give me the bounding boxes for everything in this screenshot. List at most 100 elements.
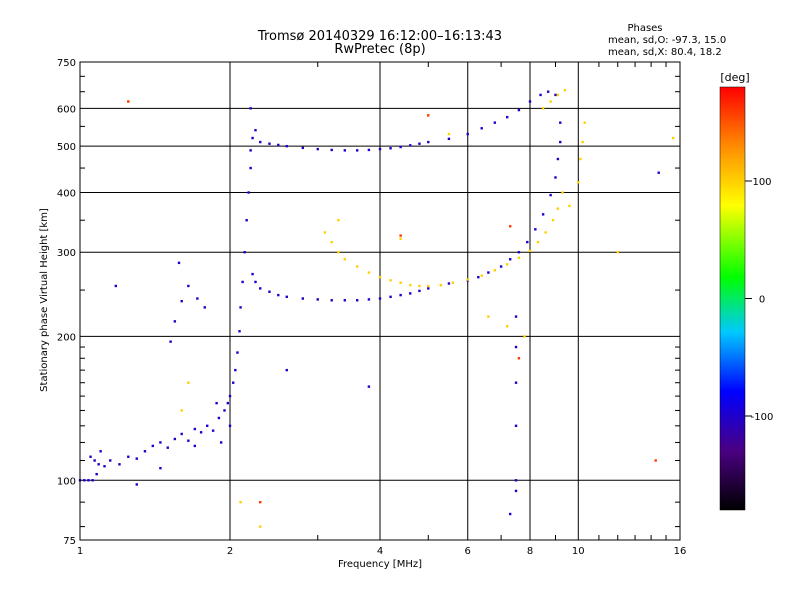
data-point-o-mode [514, 489, 518, 493]
data-point-o-mode [549, 193, 552, 197]
data-point-o-mode [159, 466, 162, 470]
data-point-x-mode [561, 191, 564, 194]
data-point-o-mode [268, 142, 271, 145]
data-point-o-mode [238, 330, 241, 333]
data-point-o-mode [447, 282, 451, 285]
data-point-o-mode [556, 157, 560, 161]
data-point-o-mode [539, 93, 542, 97]
data-point-o-mode [508, 258, 512, 261]
data-point-o-mode [223, 409, 226, 412]
data-point-o-mode [505, 115, 509, 119]
x-tick-label: 8 [527, 546, 533, 557]
data-point-x-mode [399, 281, 402, 284]
data-point-o-mode [378, 147, 382, 151]
data-point-x-mode [581, 140, 584, 144]
data-point-other [427, 114, 430, 117]
data-point-x-mode [239, 500, 242, 504]
data-point-o-mode [477, 275, 480, 279]
colorbar [719, 86, 746, 511]
data-point-o-mode [254, 280, 257, 284]
data-point-o-mode [285, 144, 288, 148]
data-point-o-mode [205, 424, 209, 428]
data-point-o-mode [151, 444, 155, 448]
data-point-x-mode [180, 409, 183, 412]
data-point-o-mode [251, 272, 254, 276]
data-point-o-mode [109, 459, 112, 462]
data-point-o-mode [514, 479, 518, 482]
phases-heading: Phases [627, 23, 662, 34]
data-point-o-mode [135, 483, 138, 486]
data-point-o-mode [173, 437, 177, 441]
data-point-o-mode [254, 128, 257, 132]
data-point-o-mode [103, 465, 106, 468]
data-point-other [127, 100, 130, 103]
data-point-x-mode [355, 265, 359, 268]
data-point-o-mode [249, 107, 252, 110]
data-point-x-mode [466, 278, 469, 281]
x-tick-label: 16 [674, 546, 687, 557]
data-point-o-mode [285, 368, 288, 372]
data-point-o-mode [247, 191, 250, 194]
data-point-x-mode [671, 136, 675, 140]
data-point-o-mode [493, 121, 497, 124]
data-point-o-mode [554, 93, 557, 97]
phases-x-line: mean, sd,X: 80.4, 18.2 [608, 47, 722, 58]
data-point-x-mode [493, 269, 497, 272]
data-point-o-mode [228, 424, 232, 428]
data-point-o-mode [89, 455, 92, 458]
y-tick-label: 500 [57, 142, 76, 153]
data-point-x-mode [447, 132, 451, 136]
data-point-o-mode [559, 140, 562, 144]
data-point-o-mode [228, 394, 232, 398]
data-point-x-mode [487, 315, 490, 318]
x-tick-label: 2 [227, 546, 233, 557]
data-point-o-mode [409, 292, 412, 295]
data-point-other [508, 225, 512, 228]
data-point-o-mode [499, 265, 503, 268]
data-point-x-mode [337, 219, 340, 222]
y-tick-label: 600 [57, 104, 76, 115]
data-point-o-mode [378, 297, 382, 300]
data-point-o-mode [219, 441, 223, 444]
data-point-o-mode [93, 459, 96, 462]
data-point-o-mode [259, 287, 262, 290]
data-point-o-mode [514, 424, 518, 428]
data-point-x-mode [343, 258, 347, 261]
data-point-x-mode [544, 231, 547, 234]
data-point-x-mode [337, 251, 340, 254]
data-point-o-mode [187, 284, 190, 288]
data-point-o-mode [143, 450, 147, 453]
data-point-x-mode [427, 284, 430, 288]
data-point-x-mode [568, 204, 571, 208]
data-point-o-mode [367, 298, 371, 301]
data-point-o-mode [330, 299, 333, 302]
data-point-o-mode [541, 213, 545, 216]
data-point-o-mode [249, 166, 252, 170]
colorbar-tick-label: 100 [752, 177, 771, 188]
data-points [78, 88, 675, 528]
data-point-x-mode [616, 251, 619, 254]
data-point-x-mode [528, 249, 532, 253]
data-point-o-mode [243, 251, 246, 254]
data-point-o-mode [330, 148, 333, 152]
data-point-o-mode [99, 450, 102, 453]
data-point-other [517, 357, 521, 360]
chart-title: Tromsø 20140329 16:12:00–16:13:43 [257, 29, 502, 44]
phases-o-line: mean, sd,O: -97.3, 15.0 [608, 35, 726, 46]
data-point-o-mode [301, 297, 305, 300]
data-point-o-mode [180, 432, 183, 436]
data-point-o-mode [196, 297, 199, 300]
data-point-o-mode [268, 290, 271, 293]
data-point-x-mode [439, 283, 443, 287]
colorbar-ticks: 100 0 -100 [745, 177, 773, 423]
data-point-x-mode [577, 181, 580, 184]
colorbar-tick-label: 0 [759, 295, 765, 306]
data-point-x-mode [330, 240, 333, 244]
data-point-o-mode [480, 127, 483, 130]
data-point-o-mode [301, 146, 305, 150]
data-point-o-mode [245, 219, 248, 222]
x-axis-label: Frequency [MHz] [338, 559, 422, 570]
data-point-o-mode [389, 295, 392, 299]
data-point-x-mode [367, 271, 371, 274]
